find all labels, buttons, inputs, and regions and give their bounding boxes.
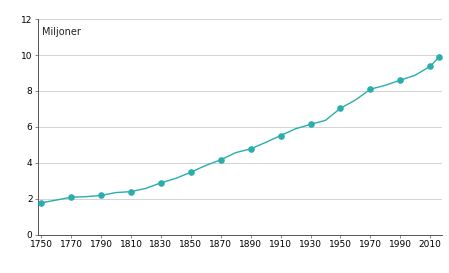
Point (436, 55, 443, 59)
Point (397, 78, 404, 82)
Text: Miljoner: Miljoner (42, 27, 81, 37)
Point (217, 158, 224, 162)
Point (157, 181, 164, 185)
Point (97, 193, 105, 198)
Point (128, 189, 135, 194)
Point (337, 106, 344, 111)
Point (187, 170, 194, 174)
Point (277, 133, 284, 138)
Point (67, 195, 75, 199)
Point (247, 147, 254, 151)
Point (307, 122, 314, 127)
Point (367, 87, 374, 91)
Point (427, 64, 434, 68)
Point (38, 201, 45, 205)
